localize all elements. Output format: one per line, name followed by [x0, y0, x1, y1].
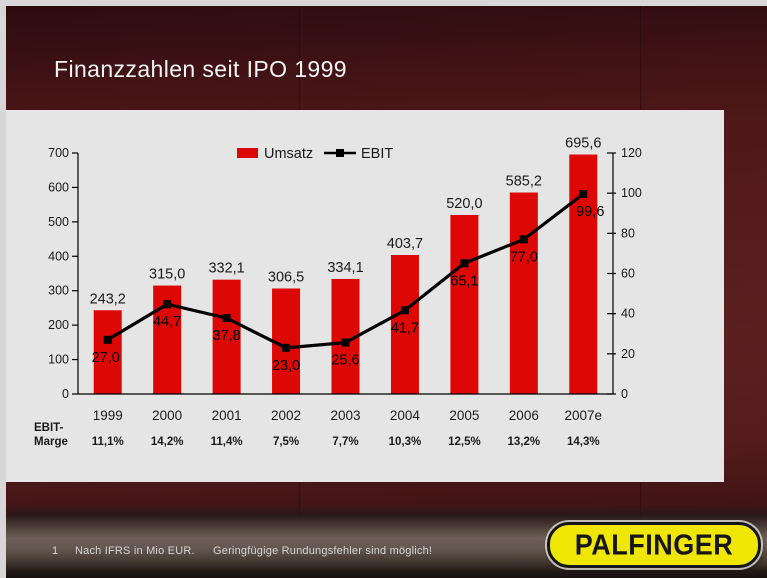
slide-left-border	[0, 0, 6, 578]
palfinger-logo-text: PALFINGER	[574, 528, 734, 561]
year-label: 1999	[93, 408, 123, 423]
left-axis-tick-label: 400	[48, 249, 69, 263]
ebit-value-label: 37,8	[212, 328, 240, 344]
year-label: 2001	[212, 408, 242, 423]
ebit-marge-value: 10,3%	[389, 436, 422, 448]
ebit-marker	[341, 338, 350, 347]
ebit-marker	[163, 300, 172, 309]
left-axis-tick-label: 600	[48, 180, 69, 194]
ebit-marge-value: 7,5%	[273, 436, 299, 448]
year-label: 2000	[152, 408, 182, 423]
footer-note-ifrs: Nach IFRS in Mio EUR.	[75, 545, 195, 557]
year-label: 2005	[449, 408, 479, 423]
right-axis-tick-label: 100	[621, 186, 642, 200]
slide-top-border	[0, 0, 767, 6]
financial-chart: 243,2 315,0 332,1 306,5 334,1 403,7 520,0 585,2…	[34, 136, 642, 448]
footer-note-rounding: Geringfügige Rundungsfehler sind möglich…	[213, 545, 433, 557]
ebit-marker	[579, 189, 588, 198]
ebit-marge-value: 11,4%	[211, 436, 243, 448]
year-label: 2004	[390, 408, 421, 423]
right-axis-tick-label: 60	[621, 267, 635, 281]
umsatz-bar	[390, 255, 419, 394]
ebit-marker	[282, 343, 291, 352]
ebit-marge-value: 12,5%	[448, 436, 481, 448]
year-label: 2002	[271, 408, 301, 423]
ebit-marge-row-label: EBIT-	[34, 422, 64, 434]
legend-ebit-marker	[336, 149, 344, 157]
ebit-value-label: 65,1	[450, 273, 478, 289]
umsatz-bar	[212, 279, 241, 394]
umsatz-value-label: 332,1	[208, 261, 244, 277]
umsatz-value-label: 315,0	[149, 267, 185, 283]
year-label: 2007e	[565, 408, 603, 423]
left-axis-tick-label: 200	[48, 318, 69, 332]
ebit-value-label: 27,0	[92, 350, 120, 366]
right-axis-tick-label: 20	[621, 347, 635, 361]
legend-umsatz-label: Umsatz	[264, 146, 313, 162]
ebit-marker	[519, 235, 528, 244]
ebit-value-label: 77,0	[510, 249, 538, 265]
ebit-value-label: 41,7	[391, 320, 419, 336]
left-axis-tick-label: 500	[48, 215, 69, 229]
footer-page-number: 1	[52, 545, 59, 557]
right-axis-tick-label: 0	[621, 387, 628, 401]
ebit-value-label: 23,0	[272, 358, 300, 374]
umsatz-bar	[272, 288, 301, 394]
slide-title: Finanzzahlen seit IPO 1999	[54, 56, 347, 82]
umsatz-value-label: 520,0	[446, 196, 482, 212]
left-axis-tick-label: 300	[48, 284, 69, 298]
umsatz-bar	[450, 214, 479, 394]
ebit-marge-value: 11,1%	[92, 436, 124, 448]
ebit-marker	[222, 314, 231, 323]
ebit-value-label: 44,7	[153, 314, 181, 330]
right-axis-tick-label: 40	[621, 307, 635, 321]
year-label: 2006	[509, 408, 539, 423]
legend-ebit-label: EBIT	[361, 146, 393, 162]
ebit-marker	[460, 259, 469, 268]
ebit-marge-value: 7,7%	[332, 436, 358, 448]
chart-panel: 243,2 315,0 332,1 306,5 334,1 403,7 520,0 585,2…	[0, 110, 724, 482]
ebit-marge-value: 13,2%	[508, 436, 541, 448]
ebit-marge-value: 14,2%	[151, 436, 184, 448]
umsatz-value-label: 306,5	[268, 269, 304, 285]
umsatz-value-label: 403,7	[387, 236, 423, 252]
palfinger-logo: PALFINGER	[547, 522, 761, 568]
ebit-marge-value: 14,3%	[567, 436, 600, 448]
ebit-value-label: 99,6	[576, 204, 604, 220]
ebit-marker	[400, 306, 409, 315]
umsatz-value-label: 334,1	[327, 260, 363, 276]
legend-umsatz-swatch	[237, 148, 258, 158]
left-axis-tick-label: 100	[48, 353, 69, 367]
right-axis-tick-label: 80	[621, 226, 635, 240]
umsatz-value-label: 585,2	[506, 174, 542, 190]
umsatz-value-label: 243,2	[90, 291, 126, 307]
ebit-marge-row-label: Marge	[34, 436, 68, 448]
umsatz-bar	[93, 310, 122, 394]
ebit-marker	[103, 335, 112, 344]
left-axis-tick-label: 700	[48, 146, 69, 160]
right-axis-tick-label: 120	[621, 146, 642, 160]
umsatz-value-label: 695,6	[565, 136, 601, 152]
ebit-value-label: 25,6	[331, 353, 359, 369]
left-axis-tick-label: 0	[62, 387, 69, 401]
umsatz-bar	[509, 192, 538, 394]
year-label: 2003	[330, 408, 360, 423]
